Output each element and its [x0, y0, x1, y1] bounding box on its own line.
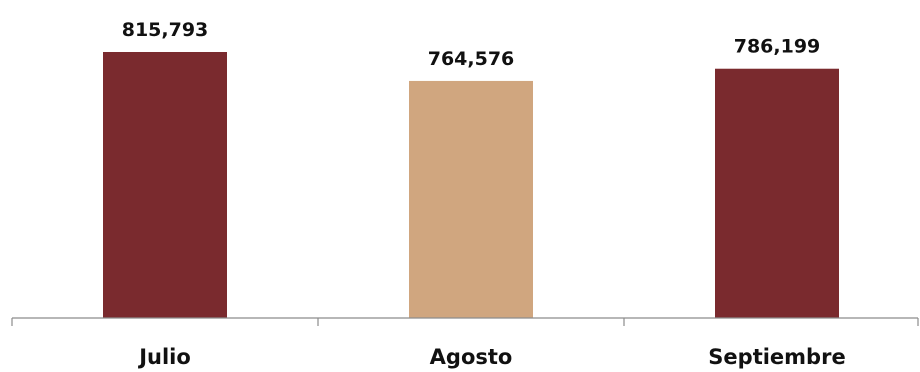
- value-labels-layer: 815,793 764,576 786,199: [122, 19, 821, 70]
- bar-agosto: [409, 80, 533, 318]
- value-label-agosto: 764,576: [428, 48, 515, 70]
- category-label-agosto: Agosto: [430, 345, 513, 369]
- value-label-septiembre: 786,199: [734, 36, 821, 58]
- category-labels-layer: Julio Agosto Septiembre: [137, 345, 846, 369]
- value-label-julio: 815,793: [122, 19, 209, 41]
- category-label-septiembre: Septiembre: [708, 345, 845, 369]
- bars-layer: [103, 52, 839, 318]
- bar-julio: [103, 52, 227, 318]
- bar-septiembre: [715, 68, 839, 318]
- category-label-julio: Julio: [137, 345, 191, 369]
- x-axis: [11, 317, 919, 326]
